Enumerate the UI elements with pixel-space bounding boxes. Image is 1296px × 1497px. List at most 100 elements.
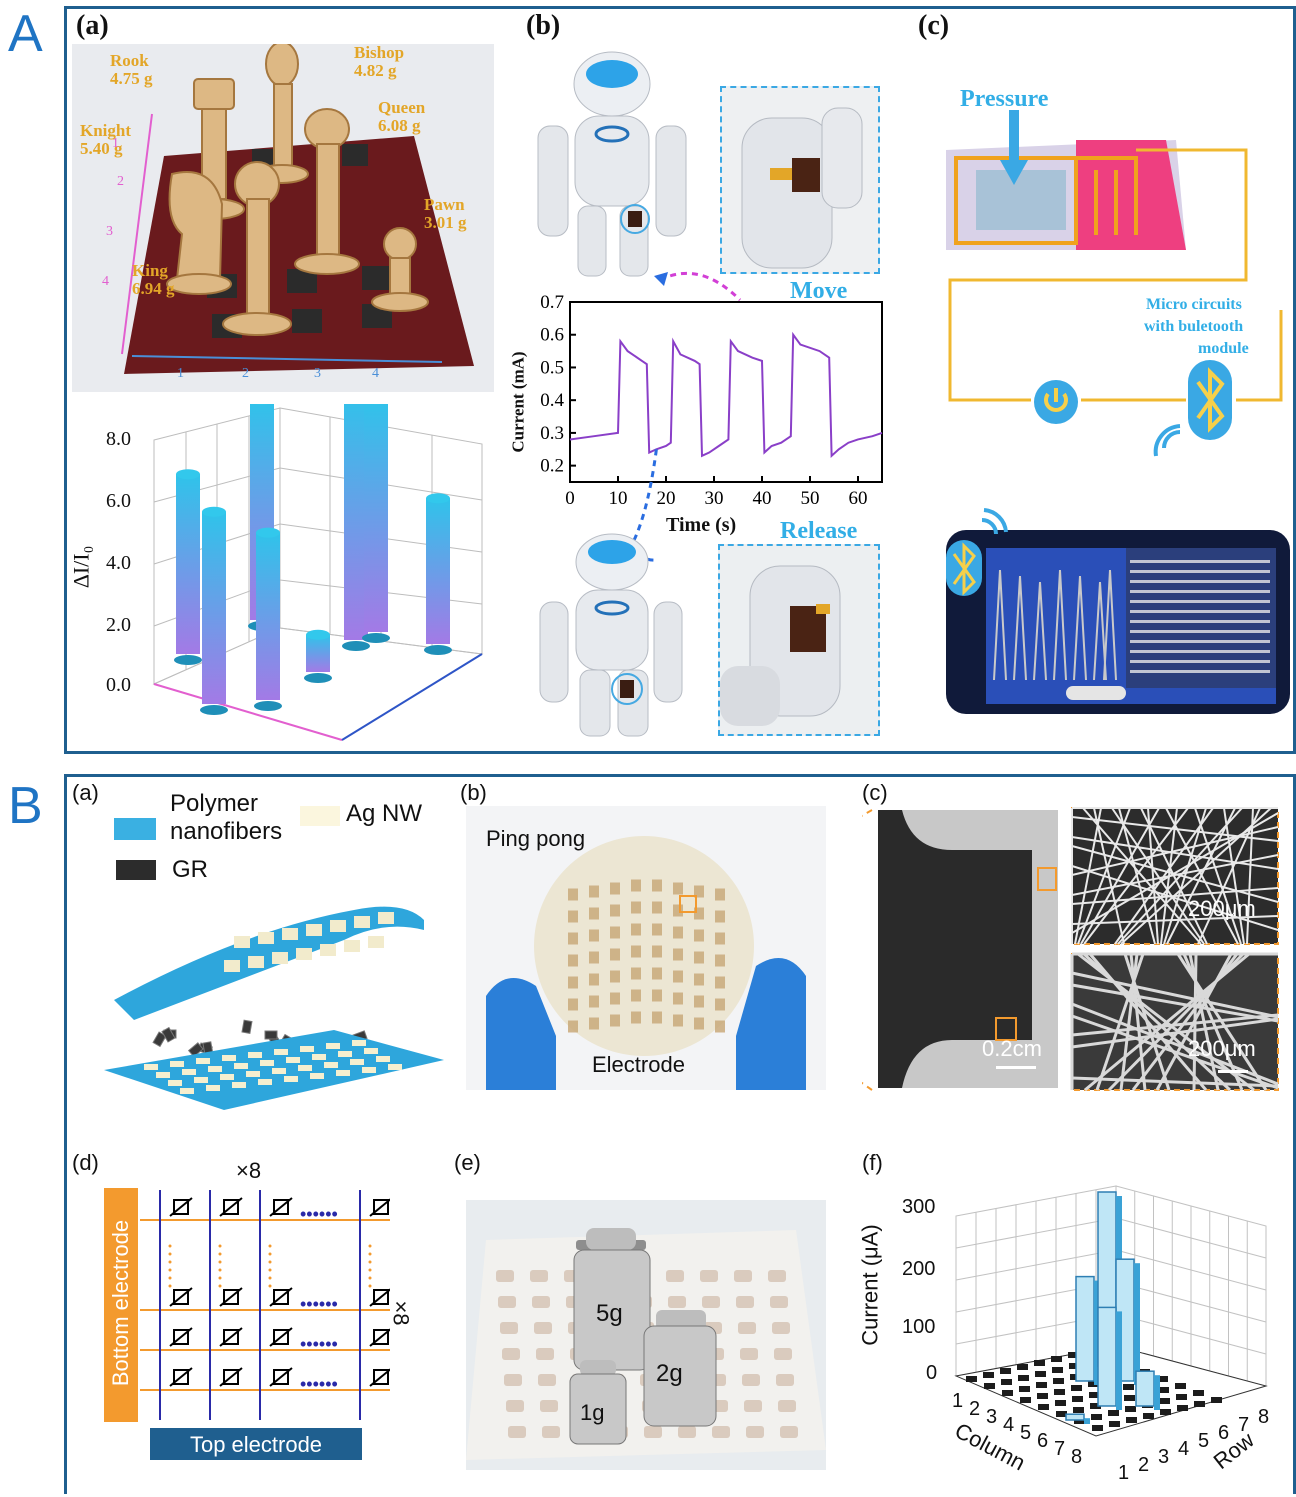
f-floor-cell — [1068, 1352, 1079, 1358]
ball-electrode — [652, 1011, 662, 1024]
sensor-pad — [736, 1296, 754, 1308]
chart-3d-current-svg — [954, 1185, 1268, 1437]
ball-electrode — [610, 1014, 620, 1027]
top-electrode-pad — [248, 956, 264, 968]
top-electrode-pad — [224, 960, 240, 972]
panel-B-sub-c: (c) — [862, 780, 888, 805]
f-row-tick-4: 4 — [1178, 1438, 1190, 1460]
cylinder-top-1 — [176, 469, 200, 480]
f-floor-cell — [1123, 1384, 1134, 1390]
phone-peak-1 — [1013, 575, 1027, 681]
fiber-line — [1223, 807, 1245, 945]
bottom-electrode-pad — [156, 1072, 170, 1078]
f-floor-cell — [1000, 1368, 1011, 1374]
vertical-dots — [168, 1252, 172, 1256]
ytick-label-4: 0.6 — [540, 325, 564, 346]
circuit-label-line3: module — [1198, 340, 1249, 357]
sensor-slash — [369, 1288, 390, 1307]
sensor-pad — [502, 1348, 520, 1360]
fiber-line — [1197, 807, 1261, 945]
vertical-dots — [218, 1284, 222, 1288]
bottom-electrode-pad — [234, 1063, 248, 1069]
fiber-line — [1083, 807, 1189, 945]
panel-A-frame — [64, 6, 1296, 754]
top-electrode-pad — [234, 936, 250, 948]
f-floor-cell — [1194, 1401, 1205, 1407]
ball-electrode — [673, 882, 683, 895]
panel-A-sub-a: (a) — [76, 10, 109, 41]
robot-move-arrow — [654, 271, 742, 302]
sensor-cell — [223, 1329, 239, 1345]
f-column-tick-1: 1 — [952, 1390, 964, 1412]
gr-flake — [161, 1026, 176, 1043]
xtick-label-0: 0 — [565, 488, 575, 509]
f-grid-line — [1115, 1217, 1267, 1259]
fiber-line — [1071, 1017, 1279, 1049]
phone-row-11 — [1130, 670, 1270, 673]
sensor-cell — [223, 1199, 239, 1215]
fiber-line — [1071, 887, 1279, 905]
fiber-line — [1071, 971, 1279, 1019]
f-bar-side-3 — [1134, 1263, 1140, 1385]
bottom-electrode-pad — [220, 1074, 234, 1080]
ball-electrode — [631, 923, 641, 936]
panel-B-letter: B — [8, 777, 43, 835]
phone-row-8 — [1130, 640, 1270, 643]
ball-electrode — [589, 973, 599, 986]
f-bar-side-5 — [1154, 1375, 1160, 1410]
f-floor-cell — [1159, 1398, 1170, 1404]
cylinder-bar-6 — [426, 498, 450, 644]
ball-electrode — [652, 945, 662, 958]
f-floor-cell — [1126, 1417, 1137, 1423]
f-floor-cell — [1069, 1363, 1080, 1369]
vertical-dots — [268, 1284, 272, 1288]
ball-electrode — [652, 967, 662, 980]
sensor-slash — [369, 1328, 390, 1347]
phone-peak-4 — [1073, 575, 1087, 681]
cylinder-bar-8 — [202, 511, 226, 704]
sensor-cell — [223, 1369, 239, 1385]
layered-sensor-diagram — [104, 906, 444, 1110]
phone-row-7 — [1130, 630, 1270, 633]
vertical-dots — [218, 1260, 222, 1264]
f-floor-cell — [1211, 1397, 1222, 1403]
f-floor-cell — [1091, 1414, 1102, 1420]
top-electrode-bar — [150, 1428, 362, 1460]
top-electrode-pad — [282, 928, 298, 940]
ball-electrode — [589, 1017, 599, 1030]
f-floor-cell — [1157, 1376, 1168, 1382]
fiber-line — [1071, 915, 1279, 925]
robot-move-label: Move — [790, 278, 848, 304]
f-column-tick-4: 4 — [1003, 1414, 1015, 1436]
chart-3d-delta-i-svg — [152, 387, 484, 741]
f-row-tick-8: 8 — [1258, 1406, 1270, 1428]
top-electrode-label: Top electrode — [189, 1432, 323, 1457]
vertical-dots — [368, 1284, 372, 1288]
sensor-cell — [173, 1369, 189, 1385]
f-floor-cell — [1018, 1375, 1029, 1381]
sensor-pad — [538, 1374, 556, 1386]
f-floor-cell — [1071, 1385, 1082, 1391]
legend-agnw-text: Ag NW — [346, 800, 423, 827]
vertical-dots — [218, 1268, 222, 1272]
sensor-pad — [498, 1296, 516, 1308]
f-floor-cell — [1035, 1371, 1046, 1377]
floor-disc — [342, 641, 370, 651]
top-electrode-pad — [354, 916, 370, 928]
cylinder-bar-3 — [256, 532, 280, 700]
floor-disc — [254, 701, 282, 711]
bottom-electrode-label: Bottom electrode — [108, 1219, 133, 1387]
f-ytick-100: 100 — [902, 1316, 936, 1338]
sensor-pad — [678, 1426, 696, 1438]
f-column-tick-8: 8 — [1071, 1446, 1083, 1468]
bottom-electrode-pad — [336, 1070, 350, 1076]
ball-electrode — [715, 1020, 725, 1033]
top-electrode-pad — [368, 936, 384, 948]
f-floor-cell — [1017, 1364, 1028, 1370]
panel-A-sub-c: (c) — [918, 10, 950, 41]
phone-peak-5 — [1093, 581, 1107, 681]
floor-disc — [424, 645, 452, 655]
bottom-electrode-pad — [206, 1085, 220, 1091]
gr-flake — [264, 1030, 278, 1040]
f-bar-1 — [1075, 1275, 1095, 1382]
